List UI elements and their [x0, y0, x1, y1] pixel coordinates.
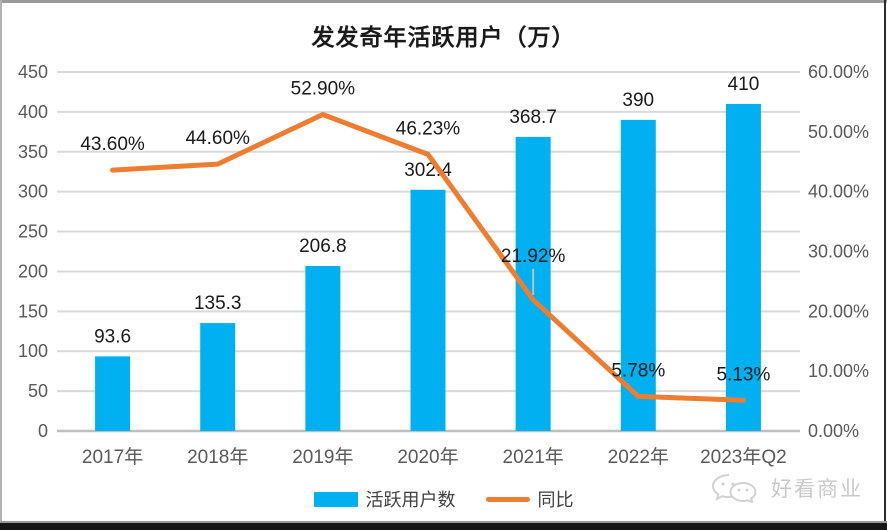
line-value-label: 44.60% — [185, 128, 250, 149]
x-axis-label: 2020年 — [397, 446, 458, 468]
x-axis-label: 2018年 — [187, 446, 248, 468]
left-axis-tick-label: 350 — [18, 142, 48, 162]
bar — [95, 356, 131, 431]
right-axis-tick-label: 50.00% — [808, 122, 869, 142]
bar — [410, 189, 446, 431]
bar-value-label: 390 — [622, 90, 654, 111]
left-axis-tick-label: 0 — [38, 421, 48, 441]
bar-value-label: 135.3 — [194, 293, 242, 314]
watermark-text: 好看商业 — [771, 478, 863, 501]
left-axis-tick-label: 200 — [18, 261, 48, 281]
legend-bar-label: 活跃用户数 — [365, 490, 456, 510]
watermark: 好看商业 — [709, 473, 863, 503]
bar-value-label: 93.6 — [94, 326, 131, 347]
left-axis-tick-label: 100 — [18, 341, 48, 361]
x-axis-label: 2019年 — [292, 446, 353, 468]
legend-bar-swatch — [313, 491, 358, 507]
frame-bottom-bar — [0, 523, 887, 530]
wechat-bubbles-icon — [711, 474, 757, 503]
left-axis-tick-label: 50 — [28, 381, 48, 401]
right-axis-tick-label: 20.00% — [808, 301, 869, 321]
right-axis-tick-label: 60.00% — [808, 62, 869, 82]
frame-left-border — [0, 0, 2, 530]
line-value-label: 43.60% — [80, 134, 145, 155]
x-axis-label: 2022年 — [608, 446, 669, 468]
bar-value-label: 410 — [728, 74, 760, 95]
line-series — [110, 111, 746, 403]
x-axis-label: 2021年 — [503, 446, 564, 468]
legend-line-label: 同比 — [537, 490, 574, 510]
line-value-label: 5.78% — [611, 360, 665, 381]
right-axis-tick-label: 10.00% — [808, 361, 869, 381]
line-value-label: 52.90% — [291, 78, 356, 99]
bar — [200, 323, 236, 431]
legend-line-swatch — [485, 496, 530, 502]
line-value-label: 46.23% — [396, 118, 461, 139]
right-axis-tick-label: 0.00% — [808, 421, 859, 441]
x-axis-label: 2023年Q2 — [700, 446, 787, 468]
bar-value-label: 206.8 — [299, 236, 347, 257]
bar — [620, 119, 656, 431]
left-axis-tick-label: 300 — [18, 182, 48, 202]
left-axis-tick-label: 250 — [18, 222, 48, 242]
left-axis-tick-label: 150 — [18, 301, 48, 321]
left-axis-tick-label: 400 — [18, 102, 48, 122]
right-axis-tick-label: 40.00% — [808, 182, 869, 202]
x-axis-label: 2017年 — [82, 446, 143, 468]
line-value-label: 5.13% — [716, 364, 770, 385]
right-axis-tick-label: 30.00% — [808, 242, 869, 262]
bar — [725, 103, 761, 432]
line-value-label: 21.92% — [501, 246, 566, 267]
left-axis-tick-label: 450 — [18, 62, 48, 82]
bar — [305, 266, 341, 431]
bar-value-label: 368.7 — [509, 107, 557, 128]
frame-right-border — [884, 0, 886, 530]
frame-top-border — [0, 0, 887, 3]
chart-title: 发发奇年活跃用户（万） — [311, 24, 576, 50]
frame-bottom-line — [0, 521, 887, 523]
chart-legend: 活跃用户数 同比 — [0, 487, 887, 511]
